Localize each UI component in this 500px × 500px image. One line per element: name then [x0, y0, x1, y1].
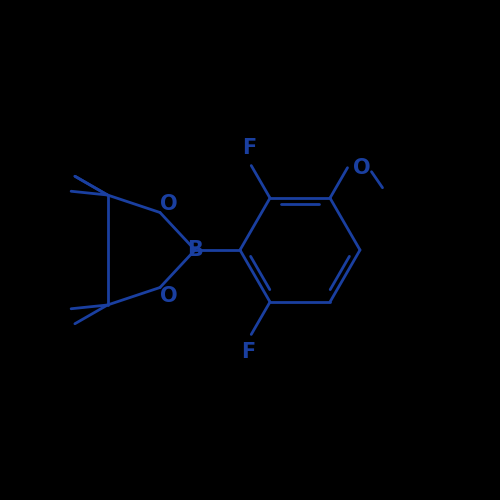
Text: F: F — [242, 138, 256, 158]
Text: F: F — [242, 342, 256, 362]
Text: B: B — [187, 240, 203, 260]
Text: O: O — [352, 158, 370, 178]
Text: O: O — [160, 286, 178, 306]
Text: O: O — [160, 194, 178, 214]
